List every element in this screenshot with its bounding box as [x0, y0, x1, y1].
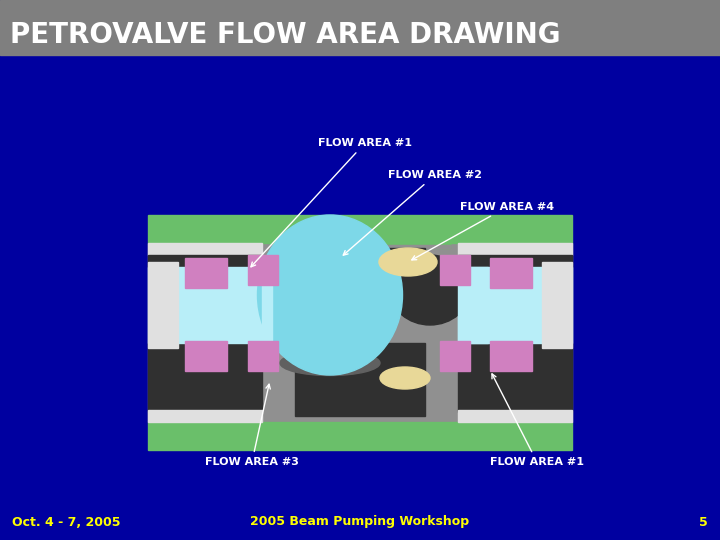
Bar: [148, 243, 262, 255]
Ellipse shape: [275, 241, 385, 271]
Bar: [148, 410, 262, 422]
Ellipse shape: [280, 350, 380, 375]
Bar: [185, 258, 227, 288]
Bar: [148, 215, 572, 243]
Text: FLOW AREA #1: FLOW AREA #1: [251, 138, 412, 267]
Bar: [148, 262, 178, 348]
Text: FLOW AREA #4: FLOW AREA #4: [412, 202, 554, 260]
Bar: [148, 422, 572, 450]
Bar: [148, 255, 262, 267]
Ellipse shape: [258, 215, 402, 375]
Bar: [542, 262, 572, 348]
Bar: [148, 343, 262, 412]
Bar: [0, 0, 720, 55]
Bar: [458, 243, 572, 255]
Bar: [185, 341, 227, 371]
Bar: [458, 267, 572, 343]
Text: 5: 5: [699, 516, 708, 529]
Bar: [270, 243, 450, 248]
Bar: [490, 341, 532, 371]
Bar: [458, 343, 572, 412]
Bar: [148, 243, 572, 422]
Bar: [490, 258, 532, 288]
Text: Oct. 4 - 7, 2005: Oct. 4 - 7, 2005: [12, 516, 120, 529]
Text: FLOW AREA #1: FLOW AREA #1: [490, 374, 584, 467]
Bar: [262, 267, 272, 343]
Bar: [248, 341, 278, 371]
Bar: [440, 341, 470, 371]
Bar: [458, 410, 572, 422]
Ellipse shape: [380, 367, 430, 389]
Bar: [458, 267, 488, 343]
Bar: [270, 343, 450, 420]
Ellipse shape: [390, 255, 470, 325]
Bar: [148, 267, 262, 343]
Bar: [458, 255, 572, 267]
Text: 2005 Beam Pumping Workshop: 2005 Beam Pumping Workshop: [251, 516, 469, 529]
Bar: [248, 255, 278, 285]
Bar: [270, 245, 450, 248]
Bar: [295, 248, 425, 267]
Text: FLOW AREA #2: FLOW AREA #2: [343, 170, 482, 255]
Bar: [295, 343, 425, 416]
Bar: [440, 255, 470, 285]
Text: PETROVALVE FLOW AREA DRAWING: PETROVALVE FLOW AREA DRAWING: [10, 21, 560, 49]
Ellipse shape: [379, 248, 437, 276]
Text: FLOW AREA #3: FLOW AREA #3: [205, 384, 299, 467]
